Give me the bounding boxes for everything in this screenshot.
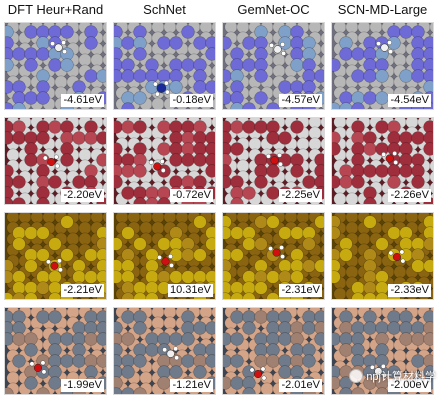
structure-panel: -4.61eV — [4, 22, 107, 110]
structure-panel: -0.72eV — [113, 117, 216, 205]
header-scn-md-large: SCN-MD-Large — [337, 2, 428, 17]
watermark-text: npj计算材料学 — [366, 371, 436, 383]
slab-render — [223, 23, 324, 109]
structure-panel: -2.01eV — [222, 307, 325, 395]
adsorption-energy-label: -1.21eV — [170, 379, 213, 392]
adsorption-energy-label: -4.54eV — [388, 94, 431, 107]
structure-panel: -0.18eV — [113, 22, 216, 110]
structure-panel: 10.31eV — [113, 212, 216, 300]
structure-panel: -2.25eV — [222, 117, 325, 205]
slab-render — [332, 23, 433, 109]
adsorption-energy-label: -2.20eV — [61, 189, 104, 202]
slab-render — [5, 213, 106, 299]
slab-render — [332, 308, 433, 394]
wechat-logo-icon — [349, 369, 364, 383]
adsorption-energy-label: -2.33eV — [388, 284, 431, 297]
adsorption-energy-label: -1.99eV — [61, 379, 104, 392]
watermark: npj计算材料学 — [349, 368, 436, 384]
adsorption-energy-label: -2.25eV — [279, 189, 322, 202]
structure-panel: -1.99eV — [4, 307, 107, 395]
structure-panel: -4.54eV — [331, 22, 434, 110]
adsorption-energy-label: -4.61eV — [61, 94, 104, 107]
slab-render — [114, 213, 215, 299]
structure-panel: -2.31eV — [222, 212, 325, 300]
header-gemnet-oc: GemNet-OC — [237, 2, 310, 17]
structure-panel: -2.26eV — [331, 117, 434, 205]
adsorption-energy-label: -2.00eV — [388, 379, 431, 392]
structure-panel: -2.00eV — [331, 307, 434, 395]
adsorption-energy-label: 10.31eV — [168, 284, 213, 297]
slab-render — [332, 118, 433, 204]
adsorption-energy-label: -2.31eV — [279, 284, 322, 297]
structure-panel: -4.57eV — [222, 22, 325, 110]
adsorption-energy-label: -2.26eV — [388, 189, 431, 202]
header-dft-heur-rand: DFT Heur+Rand — [7, 2, 104, 17]
adsorption-energy-label: -0.72eV — [170, 189, 213, 202]
header-schnet: SchNet — [143, 2, 186, 17]
column-headers: DFT Heur+Rand SchNet GemNet-OC SCN-MD-La… — [0, 0, 442, 22]
structure-panel: -1.21eV — [113, 307, 216, 395]
structure-panel: -2.20eV — [4, 117, 107, 205]
structure-panel: -2.21eV — [4, 212, 107, 300]
adsorption-energy-label: -2.01eV — [279, 379, 322, 392]
adsorption-energy-label: -0.18eV — [170, 94, 213, 107]
adsorption-energy-label: -2.21eV — [61, 284, 104, 297]
slab-render — [114, 118, 215, 204]
structure-panel: -2.33eV — [331, 212, 434, 300]
adsorption-energy-label: -4.57eV — [279, 94, 322, 107]
slab-render — [223, 213, 324, 299]
